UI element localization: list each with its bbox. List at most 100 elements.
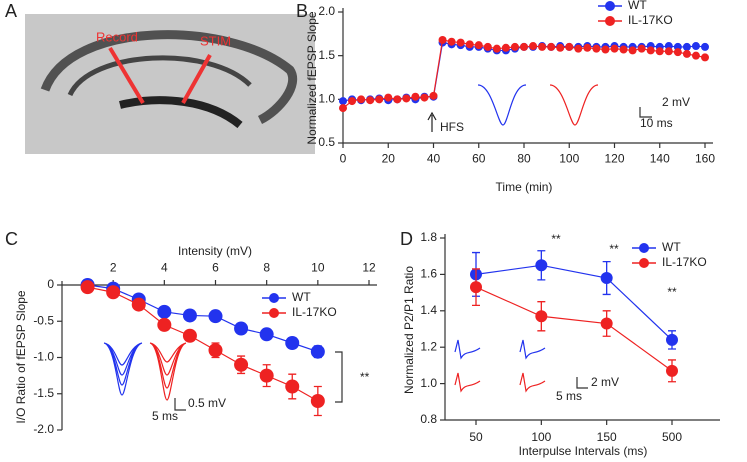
marker: [182, 328, 197, 343]
x-tick-label: 0: [340, 152, 347, 166]
marker: [310, 344, 325, 359]
marker: [411, 92, 420, 101]
marker: [80, 280, 95, 295]
marker: [470, 281, 482, 294]
annotation: 5 ms: [556, 389, 582, 403]
marker: [234, 321, 249, 336]
x-tick-label: 100: [559, 152, 579, 166]
marker: [610, 44, 619, 53]
tissue: [40, 30, 298, 125]
marker: [393, 95, 402, 104]
x-axis-title: Time (min): [496, 180, 553, 194]
y-tick-label: 0: [47, 277, 54, 291]
marker: [565, 42, 574, 51]
marker: [234, 357, 249, 372]
marker: [682, 42, 691, 51]
series-line: [87, 286, 319, 402]
y-tick-label: 1.0: [318, 92, 335, 106]
marker: [501, 43, 510, 52]
x-tick-label: 4: [161, 261, 168, 275]
scale-bar: [174, 398, 186, 411]
marker: [208, 343, 223, 358]
marker: [592, 44, 601, 53]
marker: [259, 327, 274, 342]
y-tick-label: -0.5: [33, 313, 54, 327]
y-tick-label: 1.4: [420, 303, 437, 317]
arrow: [108, 46, 145, 105]
marker: [510, 42, 519, 51]
y-tick-label: 1.0: [420, 376, 437, 390]
marker: [157, 304, 172, 319]
marker: [339, 97, 347, 106]
hfs-arrow: [427, 111, 437, 132]
panel-label: B: [296, 1, 308, 21]
marker: [628, 46, 637, 55]
legend-label: IL-17KO: [292, 305, 337, 319]
marker: [182, 308, 197, 323]
marker: [438, 35, 447, 44]
trace: [454, 372, 546, 393]
marker: [348, 97, 357, 106]
annotation: HFS: [440, 120, 464, 134]
marker: [402, 94, 411, 103]
legend-label: WT: [292, 290, 311, 304]
annotation: 10 ms: [640, 116, 673, 130]
y-axis-title: Normalized fEPSP Slope: [305, 11, 319, 145]
annotation: Record: [96, 29, 138, 44]
marker: [666, 333, 678, 346]
trace: [477, 84, 527, 126]
histology-image: A Record STIM: [5, 1, 315, 154]
x-axis-title: Interpulse Intervals (ms): [519, 444, 648, 458]
legend-label: WT: [628, 0, 647, 12]
legend-label: WT: [662, 240, 681, 254]
traces: [103, 84, 652, 411]
legend-marker: [605, 1, 615, 11]
legend-label: IL-17KO: [628, 13, 673, 27]
trace: [454, 339, 546, 360]
marker: [285, 336, 300, 350]
marker: [157, 317, 172, 332]
x-tick-label: 20: [382, 152, 396, 166]
marker: [208, 309, 223, 324]
x-tick-label: 120: [604, 152, 624, 166]
annotation: STIM: [200, 33, 231, 48]
panel-label: A: [5, 1, 17, 21]
marker: [583, 43, 592, 52]
marker: [673, 48, 682, 57]
panel-label: D: [400, 229, 413, 249]
scale-bar: [639, 107, 652, 118]
y-tick-label: -1.5: [33, 386, 54, 400]
marker: [474, 41, 483, 50]
arrow: [181, 54, 212, 104]
marker: [366, 96, 375, 105]
scale-bar: [576, 377, 588, 389]
marker: [600, 317, 613, 330]
x-tick-label: 80: [517, 152, 531, 166]
marker: [310, 394, 325, 408]
marker: [339, 104, 347, 113]
y-tick-label: 0.8: [420, 412, 437, 426]
marker: [357, 95, 366, 104]
marker: [420, 93, 429, 102]
marker: [520, 42, 528, 51]
x-tick-label: 140: [650, 152, 670, 166]
marker: [483, 42, 492, 51]
series-line: [475, 286, 673, 372]
marker: [106, 285, 121, 300]
legend-marker: [639, 258, 649, 268]
marker: [691, 42, 700, 51]
y-tick-label: -2.0: [33, 422, 54, 436]
marker: [259, 368, 274, 383]
x-tick-label: 150: [597, 430, 617, 444]
marker: [465, 40, 474, 49]
legend-marker: [269, 308, 279, 318]
marker: [131, 297, 146, 312]
legend-marker: [639, 243, 649, 253]
y-tick-label: 0.5: [318, 135, 335, 149]
series-line: [475, 264, 673, 341]
marker: [535, 259, 548, 272]
x-tick-label: 2: [110, 261, 117, 275]
y-tick-label: 1.2: [420, 339, 437, 353]
x-axis-title: Intensity (mV): [178, 244, 252, 258]
